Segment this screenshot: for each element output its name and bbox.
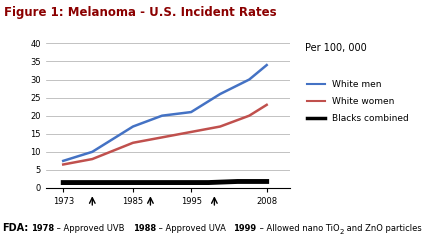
Text: and ZnO particles: and ZnO particles [344,224,421,233]
Legend: White men, White women, Blacks combined: White men, White women, Blacks combined [307,80,409,123]
Text: Figure 1: Melanoma - U.S. Incident Rates: Figure 1: Melanoma - U.S. Incident Rates [4,6,277,19]
Text: 2: 2 [339,229,344,235]
Text: FDA:: FDA: [2,223,28,233]
Text: 1999: 1999 [233,224,256,233]
Text: Per 100, 000: Per 100, 000 [305,43,367,53]
Text: – Approved UVA: – Approved UVA [156,224,233,233]
Text: 1988: 1988 [133,224,156,233]
Text: – Approved UVB: – Approved UVB [54,224,133,233]
Text: – Allowed nano TiO: – Allowed nano TiO [256,224,339,233]
Text: 1978: 1978 [31,224,54,233]
